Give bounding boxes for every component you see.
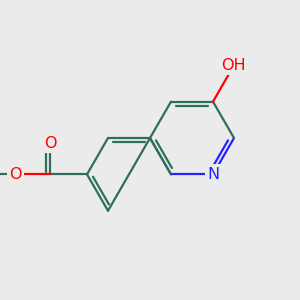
Text: O: O [9,167,22,182]
Text: O: O [44,136,56,151]
Text: N: N [207,167,219,182]
Text: OH: OH [221,58,246,73]
